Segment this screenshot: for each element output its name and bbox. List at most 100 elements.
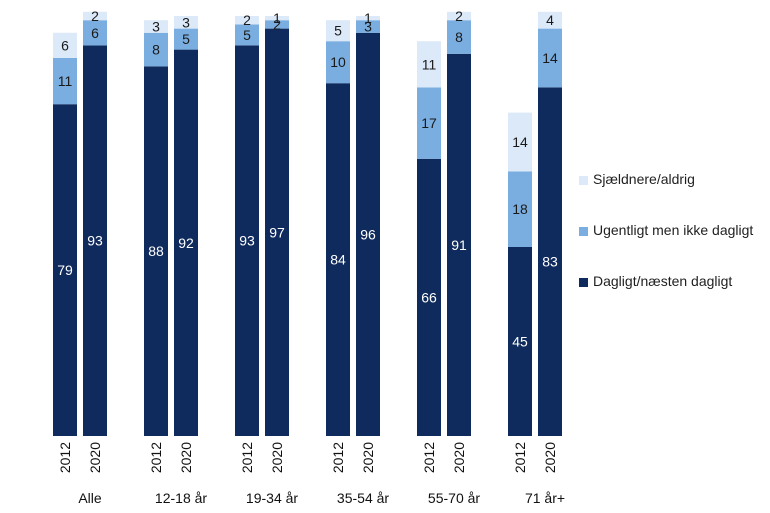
value-label-dagligt-næsten-dagligt-19-34-år-2012: 93	[239, 233, 255, 249]
bar-ugentligt-men-ikke-dagligt-71-år-2012	[508, 171, 532, 247]
bar-sjældnere-aldrig-19-34-år-2020	[265, 16, 289, 21]
bar-dagligt-næsten-dagligt-55-70-år-2020	[447, 53, 471, 437]
year-label-19-34-år-2012: 2012	[239, 442, 255, 473]
value-label-sjældnere-aldrig-alle-2020: 2	[91, 8, 99, 24]
value-label-ugentligt-men-ikke-dagligt-19-34-år-2020: 2	[273, 16, 281, 32]
value-label-ugentligt-men-ikke-dagligt-12-18-år-2020: 5	[182, 31, 190, 47]
group-label-55-70-år: 55-70 år	[428, 490, 480, 506]
year-label-12-18-år-2012: 2012	[148, 442, 164, 473]
value-label-dagligt-næsten-dagligt-19-34-år-2020: 97	[269, 224, 285, 240]
value-label-sjældnere-aldrig-alle-2012: 6	[61, 37, 69, 53]
bar-ugentligt-men-ikke-dagligt-12-18-år-2012	[144, 32, 168, 67]
value-label-ugentligt-men-ikke-dagligt-55-70-år-2012: 17	[421, 115, 437, 131]
bar-sjældnere-aldrig-12-18-år-2012	[144, 20, 168, 33]
bar-sjældnere-aldrig-alle-2012	[53, 32, 77, 58]
legend: Sjældnere/aldrig Ugentligt men ikke dagl…	[579, 170, 769, 323]
value-label-dagligt-næsten-dagligt-71-år-2020: 83	[542, 254, 558, 270]
value-label-dagligt-næsten-dagligt-55-70-år-2012: 66	[421, 289, 437, 305]
value-label-dagligt-næsten-dagligt-12-18-år-2020: 92	[178, 235, 194, 251]
year-label-alle-2020: 2020	[87, 442, 103, 473]
value-label-ugentligt-men-ikke-dagligt-55-70-år-2020: 8	[455, 29, 463, 45]
year-label-71-år-2020: 2020	[542, 442, 558, 473]
legend-swatch-dagligt	[579, 278, 588, 287]
value-label-ugentligt-men-ikke-dagligt-12-18-år-2012: 8	[152, 42, 160, 58]
group-label-71-år: 71 år+	[525, 490, 565, 506]
year-label-19-34-år-2020: 2020	[269, 442, 285, 473]
value-label-ugentligt-men-ikke-dagligt-35-54-år-2012: 10	[330, 54, 346, 70]
year-label-35-54-år-2020: 2020	[360, 442, 376, 473]
bar-dagligt-næsten-dagligt-35-54-år-2012	[326, 83, 350, 436]
group-label-12-18-år: 12-18 år	[155, 490, 207, 506]
bar-sjældnere-aldrig-35-54-år-2012	[326, 20, 350, 42]
value-label-ugentligt-men-ikke-dagligt-alle-2012: 11	[58, 73, 73, 89]
value-label-sjældnere-aldrig-12-18-år-2012: 3	[152, 19, 160, 35]
bar-sjældnere-aldrig-71-år-2020	[538, 11, 562, 29]
value-label-dagligt-næsten-dagligt-35-54-år-2020: 96	[360, 226, 376, 242]
value-label-ugentligt-men-ikke-dagligt-19-34-år-2012: 5	[243, 27, 251, 43]
group-label-19-34-år: 19-34 år	[246, 490, 298, 506]
bar-ugentligt-men-ikke-dagligt-alle-2020	[83, 20, 107, 46]
year-label-71-år-2012: 2012	[512, 442, 528, 473]
value-label-dagligt-næsten-dagligt-71-år-2012: 45	[512, 334, 528, 350]
bar-dagligt-næsten-dagligt-12-18-år-2020	[174, 49, 198, 436]
bar-ugentligt-men-ikke-dagligt-55-70-år-2020	[447, 20, 471, 54]
value-label-sjældnere-aldrig-19-34-år-2012: 2	[243, 12, 251, 28]
bar-dagligt-næsten-dagligt-71-år-2020	[538, 87, 562, 437]
group-label-35-54-år: 35-54 år	[337, 490, 389, 506]
value-label-sjældnere-aldrig-71-år-2020: 4	[546, 12, 554, 28]
value-label-sjældnere-aldrig-71-år-2012: 14	[512, 134, 528, 150]
value-label-sjældnere-aldrig-19-34-år-2020: 1	[273, 10, 281, 26]
bar-dagligt-næsten-dagligt-35-54-år-2020	[356, 32, 380, 437]
value-label-sjældnere-aldrig-12-18-år-2020: 3	[182, 14, 190, 30]
value-label-sjældnere-aldrig-35-54-år-2012: 5	[334, 23, 342, 39]
legend-item-ugentligt: Ugentligt men ikke dagligt	[579, 221, 769, 241]
value-label-ugentligt-men-ikke-dagligt-71-år-2012: 18	[512, 201, 528, 217]
bar-dagligt-næsten-dagligt-12-18-år-2012	[144, 66, 168, 437]
bar-dagligt-næsten-dagligt-19-34-år-2012	[235, 45, 259, 437]
value-label-dagligt-næsten-dagligt-alle-2020: 93	[87, 233, 103, 249]
year-label-12-18-år-2020: 2020	[178, 442, 194, 473]
year-label-alle-2012: 2012	[57, 442, 73, 473]
value-label-sjældnere-aldrig-35-54-år-2020: 1	[364, 10, 372, 26]
bar-sjældnere-aldrig-19-34-år-2012	[235, 16, 259, 25]
bar-sjældnere-aldrig-55-70-år-2012	[417, 41, 441, 88]
group-label-alle: Alle	[78, 490, 102, 506]
value-label-dagligt-næsten-dagligt-55-70-år-2020: 91	[451, 237, 467, 253]
bar-dagligt-næsten-dagligt-19-34-år-2020	[265, 28, 289, 436]
value-label-sjældnere-aldrig-55-70-år-2020: 2	[455, 8, 463, 24]
legend-swatch-ugentligt	[579, 227, 588, 236]
legend-label-dagligt: Dagligt/næsten dagligt	[593, 273, 733, 289]
bar-dagligt-næsten-dagligt-alle-2012	[53, 104, 77, 436]
legend-item-sjaeldnere: Sjældnere/aldrig	[579, 170, 769, 190]
bar-ugentligt-men-ikke-dagligt-12-18-år-2020	[174, 28, 198, 50]
legend-label-ugentligt: Ugentligt men ikke dagligt	[593, 222, 754, 238]
bar-ugentligt-men-ikke-dagligt-55-70-år-2012	[417, 87, 441, 159]
value-label-ugentligt-men-ikke-dagligt-alle-2020: 6	[91, 25, 99, 41]
bar-ugentligt-men-ikke-dagligt-alle-2012	[53, 58, 77, 105]
value-label-dagligt-næsten-dagligt-12-18-år-2012: 88	[148, 243, 164, 259]
bar-dagligt-næsten-dagligt-alle-2020	[83, 45, 107, 437]
bar-dagligt-næsten-dagligt-55-70-år-2012	[417, 158, 441, 437]
bar-sjældnere-aldrig-55-70-år-2020	[447, 11, 471, 21]
value-label-dagligt-næsten-dagligt-alle-2012: 79	[57, 262, 73, 278]
bar-sjældnere-aldrig-35-54-år-2020	[356, 16, 380, 21]
bar-ugentligt-men-ikke-dagligt-19-34-år-2012	[235, 24, 259, 46]
value-label-sjældnere-aldrig-55-70-år-2012: 11	[422, 56, 437, 72]
year-label-35-54-år-2012: 2012	[330, 442, 346, 473]
bar-ugentligt-men-ikke-dagligt-35-54-år-2020	[356, 20, 380, 33]
bar-dagligt-næsten-dagligt-71-år-2012	[508, 247, 532, 436]
bar-ugentligt-men-ikke-dagligt-19-34-år-2020	[265, 20, 289, 29]
year-label-55-70-år-2012: 2012	[421, 442, 437, 473]
year-label-55-70-år-2020: 2020	[451, 442, 467, 473]
bar-ugentligt-men-ikke-dagligt-71-år-2020	[538, 28, 562, 88]
value-label-ugentligt-men-ikke-dagligt-71-år-2020: 14	[542, 50, 558, 66]
legend-item-dagligt: Dagligt/næsten dagligt	[579, 272, 769, 292]
bar-sjældnere-aldrig-71-år-2012	[508, 112, 532, 172]
bar-sjældnere-aldrig-12-18-år-2020	[174, 16, 198, 29]
legend-label-sjaeldnere: Sjældnere/aldrig	[593, 171, 695, 187]
value-label-dagligt-næsten-dagligt-35-54-år-2012: 84	[330, 252, 346, 268]
value-label-ugentligt-men-ikke-dagligt-35-54-år-2020: 3	[364, 19, 372, 35]
bar-ugentligt-men-ikke-dagligt-35-54-år-2012	[326, 41, 350, 84]
legend-swatch-sjaeldnere	[579, 176, 588, 185]
